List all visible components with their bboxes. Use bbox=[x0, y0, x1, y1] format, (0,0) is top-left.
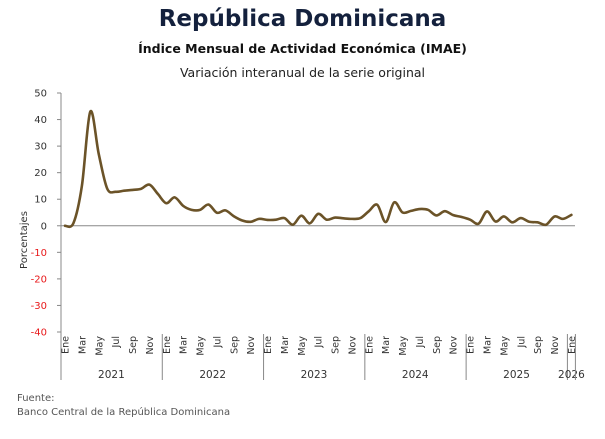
x-tick-label: Mar bbox=[483, 336, 494, 354]
y-tick-label: -30 bbox=[31, 301, 47, 312]
x-axis: Ene Mar May Jul Sep Nov 2021 Ene Mar May Jul Sep Nov… bbox=[60, 225, 585, 381]
x-tick-label: Ene bbox=[364, 336, 375, 354]
x-tick-label: Nov bbox=[550, 336, 561, 355]
x-tick-label: Mar bbox=[77, 336, 88, 354]
x-tick-label: Sep bbox=[432, 336, 443, 354]
year-label: 2022 bbox=[199, 369, 226, 381]
x-tick-label: May bbox=[94, 336, 105, 356]
year-label: 2024 bbox=[402, 369, 429, 381]
year-label: 2023 bbox=[301, 369, 328, 381]
x-tick-label: Nov bbox=[145, 336, 156, 355]
year-label: 2026 bbox=[558, 369, 585, 381]
x-tick-label: May bbox=[297, 336, 308, 356]
x-tick-label: Nov bbox=[246, 336, 257, 355]
source-value: Banco Central de la República Dominicana bbox=[17, 407, 231, 418]
x-tick-label: Mar bbox=[280, 336, 291, 354]
chart-title: República Dominicana bbox=[158, 6, 447, 32]
y-axis: 50 40 30 20 10 0 -10 -20 -30 -40 bbox=[31, 89, 62, 380]
x-tick-label: Ene bbox=[567, 336, 578, 354]
x-tick-label: Jul bbox=[111, 336, 122, 348]
series-line bbox=[63, 110, 573, 229]
x-tick-label: Nov bbox=[449, 336, 460, 355]
y-tick-label: -20 bbox=[31, 274, 47, 285]
y-tick-label: 50 bbox=[34, 89, 47, 100]
x-tick-label: Mar bbox=[381, 336, 392, 354]
y-tick-label: 10 bbox=[34, 195, 47, 206]
x-tick-label: Ene bbox=[263, 336, 274, 354]
x-tick-label: Ene bbox=[162, 336, 173, 354]
x-tick-label: Mar bbox=[179, 336, 190, 354]
y-tick-label: -40 bbox=[31, 328, 47, 339]
year-label: 2021 bbox=[98, 369, 125, 381]
x-tick-label: May bbox=[196, 336, 207, 356]
y-tick-label: -10 bbox=[31, 248, 47, 259]
y-tick-label: 40 bbox=[34, 115, 47, 126]
chart-subtitle: Índice Mensual de Actividad Económica (I… bbox=[138, 41, 467, 56]
x-tick-label: Sep bbox=[229, 336, 240, 354]
x-tick-label: Jul bbox=[212, 336, 223, 348]
series-caption: Variación interanual de la serie origina… bbox=[179, 65, 426, 80]
x-tick-label: Jul bbox=[516, 336, 527, 348]
x-tick-label: Sep bbox=[533, 336, 544, 354]
x-tick-label: Jul bbox=[314, 336, 325, 348]
year-label: 2025 bbox=[503, 369, 530, 381]
y-tick-label: 20 bbox=[34, 168, 47, 179]
x-tick-label: Ene bbox=[61, 336, 72, 354]
x-tick-label: Jul bbox=[415, 336, 426, 348]
x-tick-label: Sep bbox=[331, 336, 342, 354]
x-tick-label: Sep bbox=[128, 336, 139, 354]
source-label: Fuente: bbox=[17, 393, 55, 404]
series-group bbox=[63, 110, 573, 229]
x-tick-label: May bbox=[499, 336, 510, 356]
y-tick-label: 0 bbox=[41, 221, 47, 232]
x-tick-label: Ene bbox=[466, 336, 477, 354]
x-tick-label: May bbox=[398, 336, 409, 356]
x-tick-label: Nov bbox=[347, 336, 358, 355]
y-tick-label: 30 bbox=[34, 142, 47, 153]
y-axis-title: Porcentajes bbox=[19, 211, 30, 269]
